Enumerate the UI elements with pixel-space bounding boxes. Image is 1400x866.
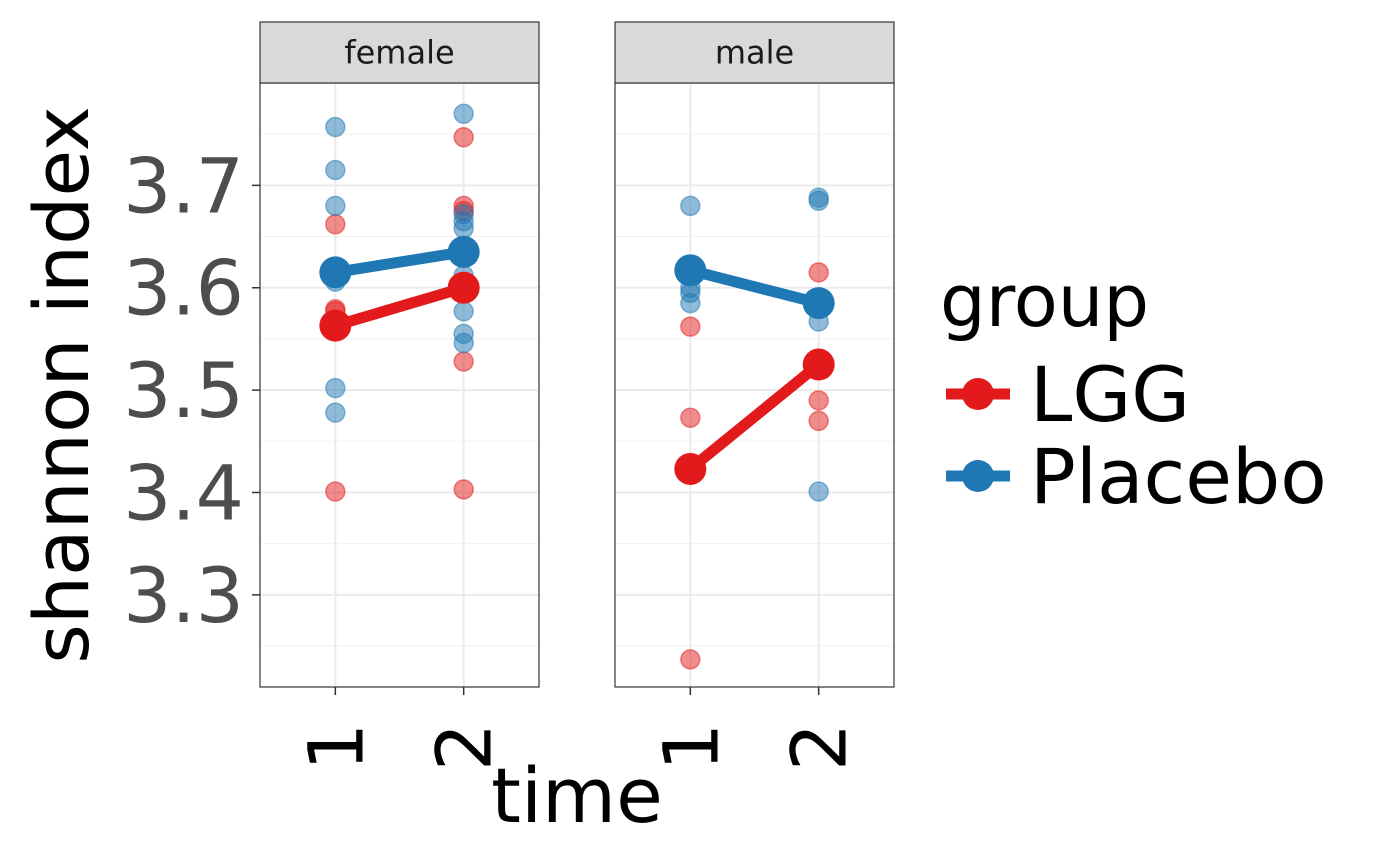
y-tick-label: 3.5 — [123, 346, 244, 435]
data-point-lgg — [453, 479, 474, 500]
facet-strip — [259, 21, 540, 84]
x-tick-label: 1 — [291, 723, 380, 771]
data-point-placebo — [453, 332, 474, 354]
data-point-placebo — [325, 377, 346, 399]
facet-strip-label: male — [715, 34, 794, 72]
mean-line-placebo — [688, 265, 821, 309]
mean-point-placebo — [319, 256, 352, 289]
facet-strip — [614, 21, 895, 84]
data-point-lgg — [680, 316, 701, 337]
mean-line-lgg — [686, 360, 823, 474]
x-tick-label: 2 — [420, 723, 509, 771]
x-tick-label: 1 — [646, 723, 735, 771]
data-point-placebo — [453, 301, 474, 322]
facet-strip-label: female — [344, 34, 454, 72]
legend-key-point-placebo — [962, 460, 994, 492]
mean-point-lgg — [802, 348, 835, 381]
x-tick-label: 2 — [775, 723, 864, 771]
data-point-lgg — [325, 481, 346, 502]
data-point-placebo — [808, 481, 829, 502]
data-point-placebo — [680, 292, 701, 314]
legend-title: group — [940, 259, 1149, 343]
data-point-placebo — [325, 159, 346, 181]
data-point-lgg — [453, 351, 474, 372]
mean-point-placebo — [447, 235, 480, 268]
y-tick-label: 3.3 — [123, 551, 244, 640]
mean-point-placebo — [802, 287, 835, 320]
panel-background — [615, 83, 894, 687]
x-axis-title: time — [491, 751, 663, 840]
data-point-lgg — [680, 649, 701, 670]
y-tick-label: 3.7 — [123, 141, 244, 230]
legend-key-point-lgg — [962, 378, 994, 410]
panel-background — [260, 83, 539, 687]
facet-female: female 1 2 — [259, 21, 540, 771]
data-point-placebo — [325, 195, 346, 217]
mean-point-lgg — [447, 271, 480, 304]
data-point-lgg — [808, 262, 829, 283]
data-point-placebo — [325, 402, 346, 423]
data-point-placebo — [453, 218, 474, 239]
data-point-lgg — [325, 214, 346, 235]
data-point-placebo — [680, 195, 701, 217]
mean-line-lgg — [333, 282, 466, 331]
mean-point-placebo — [674, 254, 707, 287]
data-point-lgg — [453, 127, 474, 148]
data-point-lgg — [808, 410, 829, 432]
mean-point-lgg — [319, 309, 352, 342]
y-tick-label: 3.4 — [123, 448, 244, 537]
facet-male: male 1 2 — [614, 21, 895, 771]
y-axis: 3.3 3.4 3.5 3.6 3.7 — [123, 141, 260, 640]
data-point-lgg — [808, 390, 829, 411]
data-point-placebo — [325, 116, 346, 138]
data-point-placebo — [453, 103, 474, 124]
legend-label-lgg: LGG — [1030, 350, 1190, 439]
data-point-placebo — [808, 190, 829, 211]
mean-point-lgg — [674, 452, 707, 485]
data-point-lgg — [680, 407, 701, 429]
y-tick-label: 3.6 — [123, 244, 244, 333]
legend-label-placebo: Placebo — [1030, 432, 1327, 521]
y-axis-title: shannon index — [17, 106, 106, 663]
mean-line-placebo — [334, 246, 465, 278]
